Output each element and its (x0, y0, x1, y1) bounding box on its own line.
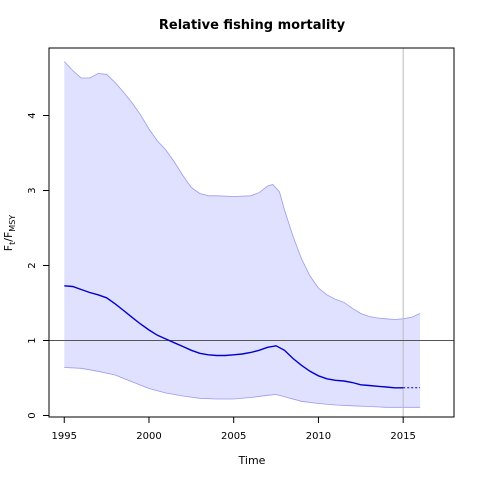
y-axis-label-f-msy: F (2, 232, 15, 238)
y-tick-label: 3 (27, 187, 38, 193)
plot-area (49, 48, 454, 417)
y-axis-label-slash: / (2, 238, 15, 242)
y-axis-label-sub-t: t (8, 242, 17, 245)
x-tick-label: 2010 (306, 431, 331, 442)
plot-frame (48, 47, 455, 418)
lower-bound-line (64, 367, 421, 408)
y-axis-label-f: F (2, 245, 15, 251)
y-tick-label: 0 (27, 412, 38, 418)
y-tick-label: 2 (27, 262, 38, 268)
x-tick-label: 2015 (390, 431, 415, 442)
y-tick-label: 4 (27, 112, 38, 118)
confidence-band (64, 61, 421, 408)
chart-title: Relative fishing mortality (159, 18, 346, 33)
y-tick-label: 1 (27, 337, 38, 343)
x-tick-label: 1995 (52, 431, 77, 442)
y-axis-label-sub-msy: MSY (8, 215, 17, 232)
x-tick-label: 2005 (221, 431, 246, 442)
y-axis-label: Ft/FMSY (2, 215, 17, 251)
estimate-line (64, 285, 404, 389)
upper-bound-line (64, 61, 421, 320)
x-tick-label: 2000 (136, 431, 161, 442)
x-axis-label: Time (238, 454, 266, 467)
